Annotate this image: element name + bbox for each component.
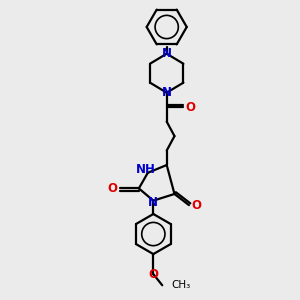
Text: O: O [148, 268, 158, 281]
Text: N: N [162, 47, 172, 60]
Text: O: O [107, 182, 117, 195]
Text: NH: NH [136, 163, 155, 176]
Text: O: O [185, 100, 195, 114]
Text: N: N [162, 86, 172, 99]
Text: CH₃: CH₃ [171, 280, 190, 290]
Text: N: N [148, 196, 158, 209]
Text: O: O [192, 199, 202, 212]
